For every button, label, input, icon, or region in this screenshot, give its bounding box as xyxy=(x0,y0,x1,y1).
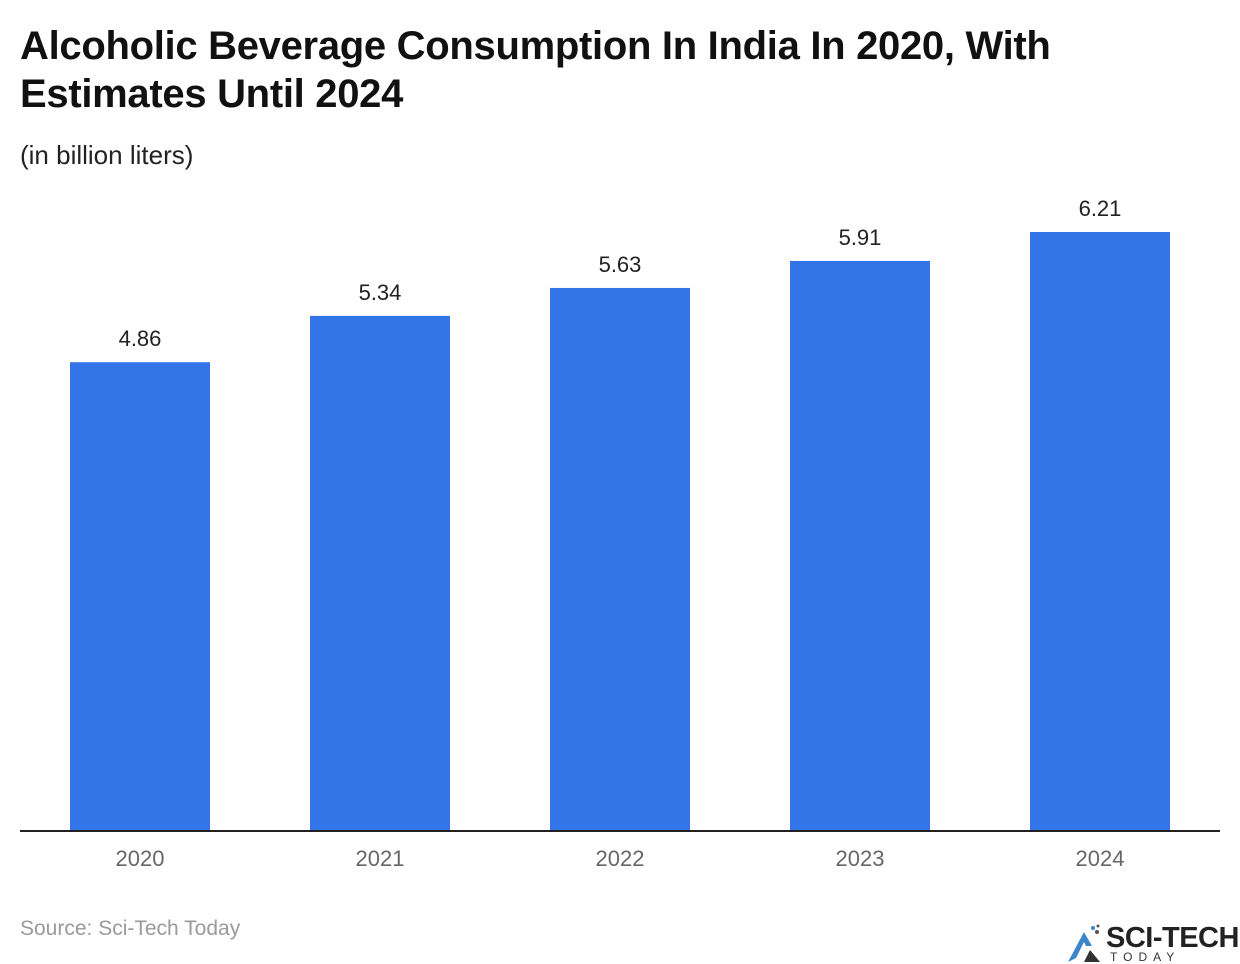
logo-text: SCI-TECH xyxy=(1106,922,1239,954)
bar-2023 xyxy=(790,260,930,831)
logo-mark-icon xyxy=(1068,924,1100,962)
bar-2022 xyxy=(550,287,690,831)
source-note: Source: Sci-Tech Today xyxy=(20,917,241,940)
logo-subtext: TODAY xyxy=(1110,950,1181,964)
data-label-2020: 4.86 xyxy=(119,326,162,351)
bar-2021 xyxy=(310,315,450,832)
sci-tech-today-logo: SCI-TECH TODAY xyxy=(1066,922,1240,964)
bar-2020 xyxy=(70,362,210,831)
x-tick-label-2022: 2022 xyxy=(596,846,645,871)
chart-subtitle: (in billion liters) xyxy=(20,140,194,170)
data-label-2022: 5.63 xyxy=(599,252,642,277)
x-tick-label-2024: 2024 xyxy=(1076,846,1125,871)
data-label-2021: 5.34 xyxy=(359,280,402,305)
bar-2024 xyxy=(1030,232,1170,831)
chart-title: Alcoholic Beverage Consumption In India … xyxy=(20,24,1051,116)
data-label-2023: 5.91 xyxy=(839,225,882,250)
x-tick-label-2020: 2020 xyxy=(116,846,165,871)
bar-chart: 4.86 2020 5.34 2021 5.63 2022 5.91 2023 6.21 2024 xyxy=(20,196,1220,871)
bars-group: 4.86 2020 5.34 2021 5.63 2022 5.91 2023 6.21 2024 xyxy=(70,196,1170,871)
x-tick-label-2023: 2023 xyxy=(836,846,885,871)
data-label-2024: 6.21 xyxy=(1079,196,1122,221)
x-tick-label-2021: 2021 xyxy=(356,846,405,871)
